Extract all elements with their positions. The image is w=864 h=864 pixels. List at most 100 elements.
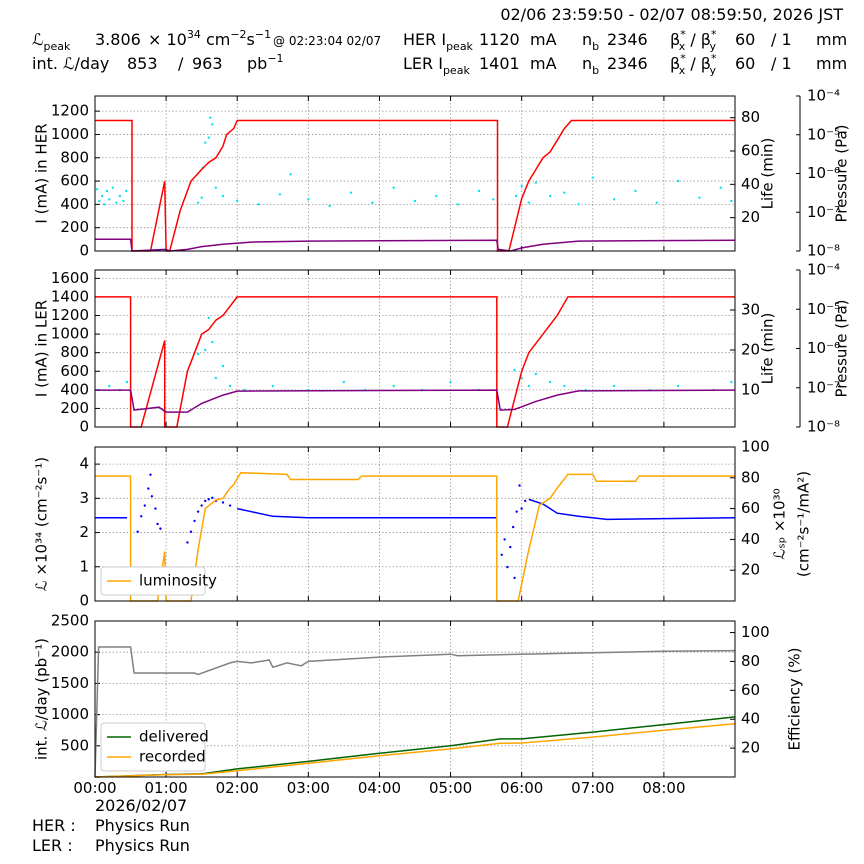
header-item: 2346 <box>607 30 648 49</box>
data-point <box>719 186 722 189</box>
x-tick-label: 05:00 <box>429 779 472 797</box>
header-normal: 1401 <box>479 54 520 73</box>
header-item: HER Ipeak <box>403 30 474 53</box>
header-sub: x <box>679 40 686 53</box>
y2-tick-label: 60 <box>741 681 760 699</box>
data-point <box>278 193 282 196</box>
data-point <box>289 173 292 176</box>
y-axis-title: I (mA) in HER <box>33 123 51 223</box>
header-item: mm <box>816 54 847 73</box>
data-point <box>204 499 207 503</box>
data-point <box>655 201 658 204</box>
data-point <box>676 384 680 388</box>
header-item: 1120 <box>479 30 520 49</box>
data-point <box>518 484 521 487</box>
plot-area <box>95 270 735 427</box>
series-line <box>94 646 736 778</box>
header-item: nb <box>582 30 599 53</box>
data-point <box>413 199 417 203</box>
x-tick-label: 03:00 <box>287 779 330 797</box>
header-sup: * <box>680 52 686 65</box>
data-point <box>125 380 129 384</box>
data-point <box>143 504 146 507</box>
data-point <box>207 316 210 320</box>
data-point <box>271 384 274 388</box>
data-point <box>307 198 310 201</box>
plot-area <box>95 96 735 251</box>
y3-tick-label: 10⁻⁴ <box>807 87 840 105</box>
header-normal: pb <box>247 54 267 73</box>
series-line <box>95 238 736 252</box>
data-point <box>371 201 374 204</box>
y2-tick-label: 60 <box>741 142 760 160</box>
header-item: pb−1 <box>247 52 284 73</box>
series-line <box>95 119 735 252</box>
y-tick-label: 1000 <box>51 325 89 343</box>
data-point <box>236 199 239 203</box>
data-point <box>520 507 523 510</box>
data-point <box>392 186 395 189</box>
y3-tick-label: 10⁻⁵ <box>807 125 840 143</box>
header-normal: 60 <box>735 30 755 49</box>
header-sub: x <box>679 64 686 77</box>
header-normal: mA <box>530 54 557 73</box>
header-item: nb <box>582 54 599 77</box>
header-item: mm <box>816 30 847 49</box>
data-point <box>520 376 523 380</box>
y-tick-label: 0 <box>79 592 89 610</box>
header-item: 3.806 <box>95 30 141 49</box>
header-normal: / <box>178 54 184 73</box>
data-point <box>193 519 196 523</box>
data-point <box>730 380 733 384</box>
data-point <box>196 201 200 204</box>
header-item: 2346 <box>607 54 648 73</box>
header-normal: mA <box>530 30 557 49</box>
y3-tick-label: 10⁻⁷ <box>807 378 840 396</box>
header-sub: y <box>710 64 717 77</box>
header-sub: b <box>592 64 599 77</box>
header-normal: mm <box>816 30 847 49</box>
y3-tick-label: 10⁻⁵ <box>807 300 840 318</box>
plot-frame <box>94 446 736 602</box>
legend-box <box>100 566 206 596</box>
y2-axis-title: ℒₛₚ ×10³⁰ <box>771 488 789 559</box>
plot-frame <box>94 269 736 428</box>
header-normal: 963 <box>192 54 223 73</box>
y2-tick-label: 20 <box>741 739 760 757</box>
data-point <box>115 201 118 204</box>
data-point <box>514 194 518 198</box>
header-normal: HER I <box>403 30 446 49</box>
her-mode: Physics Run <box>95 816 190 835</box>
y-tick-label: 2500 <box>51 612 89 630</box>
header-sup: −2 <box>230 28 246 41</box>
y-tick-label: 1000 <box>51 125 89 143</box>
header-normal: 2346 <box>607 30 648 49</box>
data-point <box>200 504 203 507</box>
x-tick-label: 01:00 <box>144 779 187 797</box>
header-sub: b <box>592 40 599 53</box>
data-point <box>513 368 516 372</box>
data-point <box>548 380 552 384</box>
y-tick-label: 1500 <box>51 674 89 692</box>
y-axis-title: ℒ ×10³⁴ (cm⁻²s⁻¹) <box>33 457 51 591</box>
data-point <box>204 141 207 144</box>
ler-label: LER : <box>32 836 73 855</box>
y2-tick-label: 20 <box>741 341 760 359</box>
header-normal: 3.806 <box>95 30 141 49</box>
data-point <box>95 188 99 191</box>
header-item: @ 02:23:04 02/07 <box>273 34 381 48</box>
y2-tick-label: 20 <box>741 208 760 226</box>
data-point <box>520 184 523 188</box>
data-point <box>506 565 509 569</box>
data-point <box>591 176 594 179</box>
her-label: HER : <box>32 816 76 835</box>
series-line <box>95 498 736 521</box>
data-point <box>156 522 159 526</box>
header-sup: * <box>680 28 686 41</box>
data-point <box>257 203 260 206</box>
data-point <box>612 198 616 201</box>
header-normal: @ 02:23:04 02/07 <box>273 34 381 48</box>
x-tick-label: 06:00 <box>500 779 543 797</box>
y-tick-label: 0 <box>79 418 89 436</box>
data-point <box>105 189 109 193</box>
